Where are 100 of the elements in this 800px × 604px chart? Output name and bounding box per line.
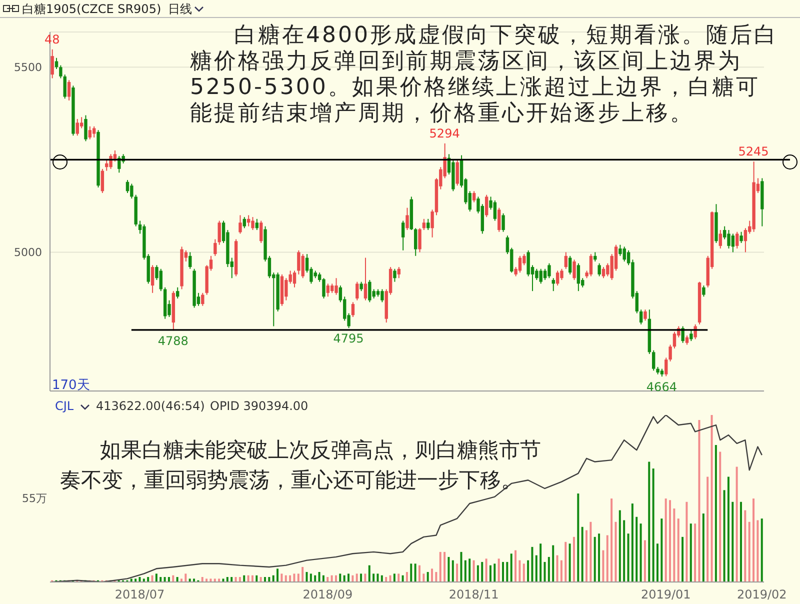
candlestick: [572, 259, 576, 280]
bar: [339, 574, 342, 582]
candlestick: [681, 326, 684, 344]
candlestick: [59, 64, 62, 79]
bar: [326, 576, 329, 582]
candlestick: [535, 268, 538, 280]
candlestick: [109, 154, 112, 170]
bar: [560, 560, 562, 582]
bar: [669, 500, 672, 582]
bar: [422, 574, 425, 582]
candlestick: [598, 262, 601, 277]
chart-subtitle: 日线: [168, 1, 192, 18]
candlestick: [260, 220, 263, 244]
bar: [640, 524, 642, 582]
candlestick: [426, 218, 430, 231]
candlestick: [218, 220, 221, 246]
candlestick: [67, 80, 71, 101]
bar: [652, 468, 654, 582]
bar: [297, 574, 300, 582]
annotation: 4788: [158, 334, 188, 348]
x-tick-label: 2018/11: [448, 588, 499, 602]
candlestick: [88, 126, 92, 140]
candlestick: [150, 264, 154, 294]
bar: [393, 574, 396, 582]
bar: [272, 575, 274, 582]
bar: [631, 504, 634, 582]
bar: [590, 522, 592, 582]
bar: [606, 535, 608, 582]
text: CJL: [55, 399, 74, 413]
bar: [760, 518, 763, 582]
bar: [472, 560, 475, 582]
bar: [155, 574, 158, 582]
bar: [402, 575, 404, 582]
bar: [614, 522, 617, 582]
bar: [426, 572, 429, 582]
bar: [226, 576, 228, 582]
candlestick: [255, 218, 259, 231]
bar: [389, 575, 392, 582]
bar: [352, 575, 354, 582]
bar: [756, 520, 759, 582]
candlestick: [356, 281, 359, 301]
candlestick: [406, 207, 409, 231]
y-tick-label: 5500: [14, 61, 42, 74]
candlestick: [526, 250, 530, 277]
bar: [293, 574, 296, 582]
bar: [644, 540, 646, 582]
candlestick: [702, 285, 706, 298]
candlestick: [644, 309, 647, 322]
bar: [302, 566, 304, 582]
bar: [636, 516, 638, 582]
bar: [264, 576, 266, 582]
candlestick: [539, 268, 542, 284]
bar: [230, 576, 233, 582]
candlestick: [76, 118, 79, 136]
bar: [256, 575, 258, 582]
candlestick: [740, 231, 743, 244]
candlestick: [472, 190, 476, 203]
bar: [610, 498, 613, 582]
bar: [268, 576, 270, 582]
chart-title: 白糖1905(CZCE SR905): [22, 1, 162, 18]
bar: [172, 575, 174, 582]
candlestick: [556, 270, 560, 286]
bar: [544, 562, 546, 582]
bar: [518, 560, 521, 582]
candlestick: [639, 309, 643, 325]
candlestick: [518, 255, 522, 274]
bar: [485, 558, 488, 582]
candlestick: [368, 279, 372, 303]
bar: [502, 562, 504, 582]
bar: [648, 462, 650, 582]
bar: [398, 574, 400, 582]
bar: [406, 572, 408, 582]
bar: [318, 572, 320, 582]
candlestick: [589, 254, 593, 277]
bar: [418, 565, 420, 582]
bar: [414, 564, 416, 582]
bar: [690, 524, 692, 582]
candlestick: [238, 214, 242, 234]
bar: [360, 574, 362, 582]
bar: [527, 560, 530, 582]
candlestick: [576, 262, 580, 292]
candlestick: [201, 292, 204, 306]
bar: [147, 576, 150, 582]
candlestick: [564, 252, 568, 270]
candlestick: [351, 302, 355, 318]
bar: [251, 575, 254, 582]
bar: [368, 565, 370, 582]
candlestick: [54, 57, 58, 70]
candlestick: [360, 281, 363, 292]
candlestick: [422, 218, 426, 231]
candlestick: [652, 350, 656, 372]
candlestick: [731, 233, 735, 253]
candlestick: [84, 114, 88, 142]
candlestick: [130, 183, 134, 200]
candlestick: [284, 278, 288, 301]
x-tick-label: 2018/07: [114, 588, 165, 602]
bar: [514, 550, 517, 582]
bar: [564, 542, 567, 582]
bar: [310, 574, 312, 582]
bar: [234, 576, 237, 582]
